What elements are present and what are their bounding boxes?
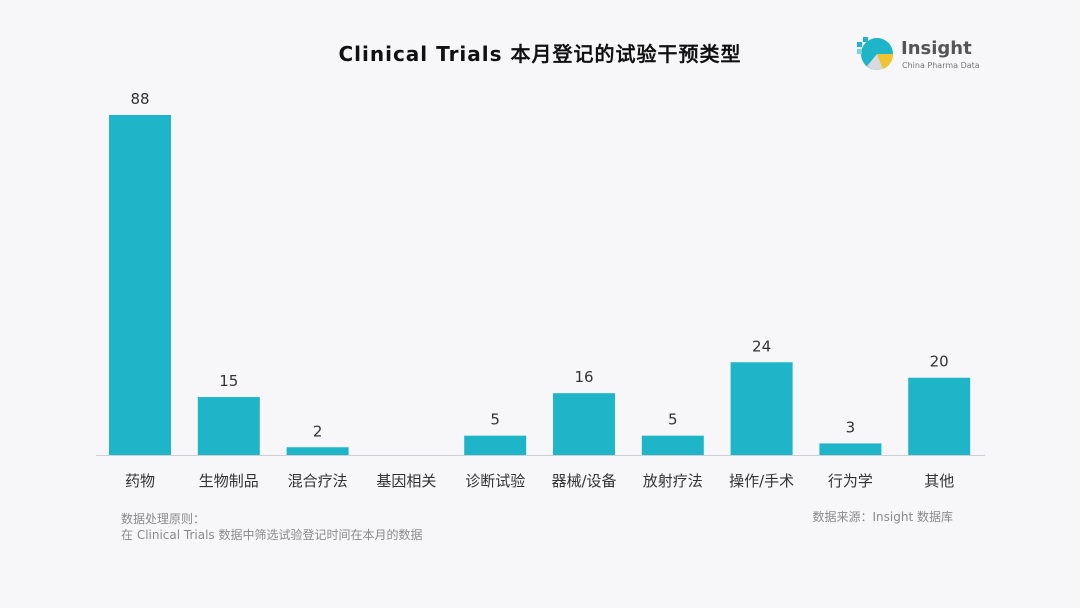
bar-9 [908,377,971,455]
data-label-9: 20 [930,353,949,371]
category-label-9: 其他 [924,472,954,490]
data-label-5: 16 [574,368,593,386]
chart-title: Clinical Trials 本月登记的试验干预类型 [338,42,742,66]
category-label-4: 诊断试验 [465,472,525,490]
category-label-2: 混合疗法 [288,472,348,490]
data-label-7: 24 [752,337,771,355]
category-label-5: 器械/设备 [551,472,616,490]
data-note: 数据处理原则： 在 Clinical Trials 数据中筛选试验登记时间在本月… [121,511,423,543]
bar-2 [286,447,349,455]
data-note-line2: 在 Clinical Trials 数据中筛选试验登记时间在本月的数据 [121,528,423,542]
data-label-6: 5 [668,411,678,429]
data-source: 数据来源：Insight 数据库 [812,510,953,524]
data-label-2: 2 [313,422,323,440]
category-label-8: 行为学 [828,472,873,490]
bar-7 [730,362,793,455]
bar-1 [197,397,260,455]
category-label-0: 药物 [125,472,155,490]
category-label-1: 生物制品 [199,472,259,490]
logo-subtitle: China Pharma Data [902,61,980,70]
bar-4 [464,435,527,455]
insight-logo-icon [857,37,894,70]
data-note-line1: 数据处理原则： [121,512,206,526]
data-label-8: 3 [846,418,856,436]
bar-8 [819,443,882,455]
insight-logo: Insight China Pharma Data [855,34,985,78]
category-label-6: 放射疗法 [643,472,703,490]
data-label-4: 5 [490,411,500,429]
bar-0 [109,115,171,455]
logo-name: Insight [901,38,972,59]
data-label-0: 88 [130,90,149,108]
category-label-3: 基因相关 [376,472,436,490]
category-label-7: 操作/手术 [729,472,794,490]
data-label-1: 15 [219,372,238,390]
bar-5 [553,393,615,455]
bar-6 [641,435,704,455]
